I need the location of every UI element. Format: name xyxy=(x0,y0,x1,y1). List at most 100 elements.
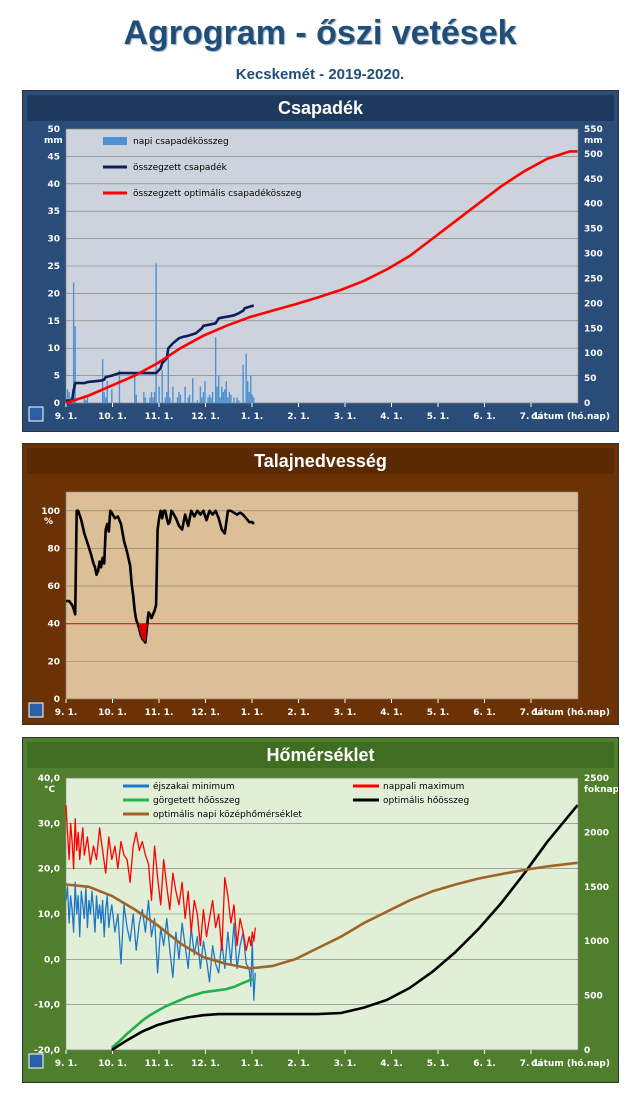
precip-bar xyxy=(216,386,218,403)
y-tick-label: 50 xyxy=(47,125,60,135)
x-tick-label: 12. 1. xyxy=(191,708,220,718)
y-tick-label: 15 xyxy=(47,317,60,327)
y-tick-label: 35 xyxy=(47,207,60,217)
precip-bar xyxy=(118,370,121,403)
legend-label: optimális napi középhőmérséklet xyxy=(153,809,302,820)
y-right-tick-label: 150 xyxy=(584,324,603,334)
x-tick-label: 3. 1. xyxy=(334,412,357,422)
precip-bar xyxy=(150,392,153,403)
x-axis-label: dátum (hó.nap) xyxy=(531,707,610,718)
omsz-logo-icon xyxy=(28,406,44,422)
precip-bar xyxy=(134,375,136,403)
y-right-unit-label: mm xyxy=(584,136,603,146)
precip-bar xyxy=(233,397,235,403)
y-unit-label: % xyxy=(44,517,53,527)
x-tick-label: 1. 1. xyxy=(241,1059,264,1069)
y-tick-label: 25 xyxy=(47,262,60,272)
x-tick-label: 5. 1. xyxy=(427,1059,450,1069)
precip-bar xyxy=(166,392,168,403)
y-right-tick-label: 1000 xyxy=(584,937,609,947)
x-tick-label: 10. 1. xyxy=(98,708,127,718)
series-line xyxy=(111,804,579,1052)
y-tick-label: 80 xyxy=(47,544,60,554)
x-tick-label: 3. 1. xyxy=(334,708,357,718)
legend-label: összegzett csapadék xyxy=(133,162,228,173)
precip-bar xyxy=(224,389,226,403)
x-tick-label: 1. 1. xyxy=(241,412,264,422)
precip-bar xyxy=(250,375,252,403)
temperature-chart: Hőmérséklet -20,0 -10,0 0,0 10,0 20,0 30,0 40,0… xyxy=(22,737,619,1083)
precip-bar xyxy=(144,397,147,403)
x-tick-label: 12. 1. xyxy=(191,1059,220,1069)
precip-bar xyxy=(103,392,105,403)
y-right-tick-label: 350 xyxy=(584,225,603,235)
precip-bar xyxy=(68,392,70,403)
precip-bar xyxy=(106,381,108,403)
y-tick-label: 40 xyxy=(47,180,60,190)
precip-bar xyxy=(225,381,228,403)
x-tick-label: 11. 1. xyxy=(145,1059,174,1069)
precip-bar xyxy=(222,392,224,403)
precip-bar xyxy=(188,394,191,403)
y-right-tick-label: 400 xyxy=(584,200,603,210)
series-line xyxy=(65,861,578,970)
soil-moisture-chart-svg: Talajnedvesség 0 20 40 60 80 100% 9. 1. 10. 1. 11… xyxy=(27,448,614,718)
x-tick-label: 4. 1. xyxy=(380,708,403,718)
y-right-tick-label: 100 xyxy=(584,349,603,359)
y-right-tick-label: 2500 xyxy=(584,774,609,784)
precip-bar xyxy=(237,400,240,403)
x-tick-label: 7. 1. xyxy=(520,1059,543,1069)
x-tick-label: 5. 1. xyxy=(427,708,450,718)
precip-bar xyxy=(242,364,244,403)
x-axis-label: dátum (hó.nap) xyxy=(531,411,610,422)
y-tick-label: 20 xyxy=(47,657,60,667)
y-tick-label: 100 xyxy=(41,507,60,517)
x-tick-label: 2. 1. xyxy=(287,412,310,422)
y-tick-label: -10,0 xyxy=(34,1001,60,1011)
precip-bar xyxy=(149,397,151,403)
precip-bar xyxy=(228,392,231,403)
precip-bar xyxy=(218,375,220,403)
y-right-tick-label: 1500 xyxy=(584,883,609,893)
precip-bar xyxy=(204,381,206,403)
y-unit-label: mm xyxy=(44,136,63,146)
precipitation-chart: Csapadék 0 5 10 15 20 25 30 35 40 45 50 mm 0 50 100 150 2… xyxy=(22,90,619,432)
series-line xyxy=(65,150,578,405)
precip-bar xyxy=(214,337,217,403)
legend-label: éjszakai minimum xyxy=(153,781,235,792)
chart-title: Csapadék xyxy=(278,98,364,118)
precip-bar xyxy=(202,392,205,403)
omsz-logo-icon xyxy=(28,702,44,718)
y-tick-label: 60 xyxy=(47,582,60,592)
y-tick-label: 20,0 xyxy=(38,865,60,875)
soil-moisture-chart: Talajnedvesség 0 20 40 60 80 100% 9. 1. 10. 1. 11… xyxy=(22,443,619,725)
precip-bar xyxy=(210,397,212,403)
legend-label: napi csapadékösszeg xyxy=(133,136,229,147)
precip-bar xyxy=(184,386,186,403)
y-tick-label: 10,0 xyxy=(38,910,60,920)
precip-bar xyxy=(172,386,174,403)
legend-swatch xyxy=(103,137,127,145)
precip-bar xyxy=(135,394,137,403)
x-tick-label: 11. 1. xyxy=(145,412,174,422)
precip-bar xyxy=(230,394,232,403)
precip-bar xyxy=(155,263,157,403)
x-tick-label: 4. 1. xyxy=(380,412,403,422)
x-tick-label: 9. 1. xyxy=(55,1059,78,1069)
precip-bar xyxy=(178,392,180,403)
x-tick-label: 6. 1. xyxy=(473,1059,496,1069)
precip-bar xyxy=(72,282,75,403)
below-threshold-area xyxy=(138,623,148,643)
chart-title: Talajnedvesség xyxy=(254,451,387,471)
precip-bar xyxy=(245,353,247,403)
x-axis-label: dátum (hó.nap) xyxy=(531,1058,610,1069)
precip-bar xyxy=(167,353,170,403)
precip-bar xyxy=(196,400,199,403)
legend-label: összegzett optimális csapadékösszeg xyxy=(133,188,302,199)
precip-bar xyxy=(207,397,209,403)
y-right-tick-label: 300 xyxy=(584,250,603,260)
x-tick-label: 2. 1. xyxy=(287,1059,310,1069)
legend-label: görgetett hőösszeg xyxy=(153,796,240,806)
x-tick-label: 9. 1. xyxy=(55,412,78,422)
temperature-chart-svg: Hőmérséklet -20,0 -10,0 0,0 10,0 20,0 30,0 40,0… xyxy=(27,742,618,1069)
